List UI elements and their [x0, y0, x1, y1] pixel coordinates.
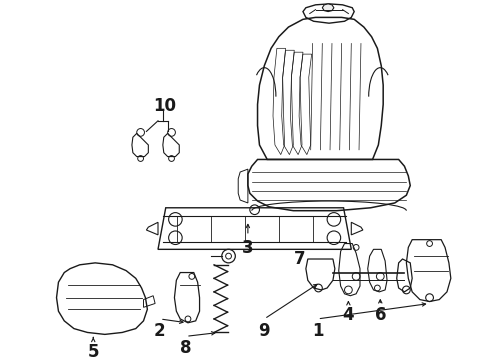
- Text: 2: 2: [154, 321, 165, 339]
- Text: 5: 5: [87, 343, 99, 360]
- Text: 9: 9: [258, 321, 269, 339]
- Text: 6: 6: [374, 306, 385, 324]
- Text: 3: 3: [242, 239, 253, 257]
- Polygon shape: [322, 4, 333, 12]
- Text: 8: 8: [180, 339, 191, 357]
- Text: 4: 4: [342, 306, 353, 324]
- Text: 7: 7: [294, 250, 305, 268]
- Text: 1: 1: [311, 321, 323, 339]
- Text: 10: 10: [153, 97, 176, 115]
